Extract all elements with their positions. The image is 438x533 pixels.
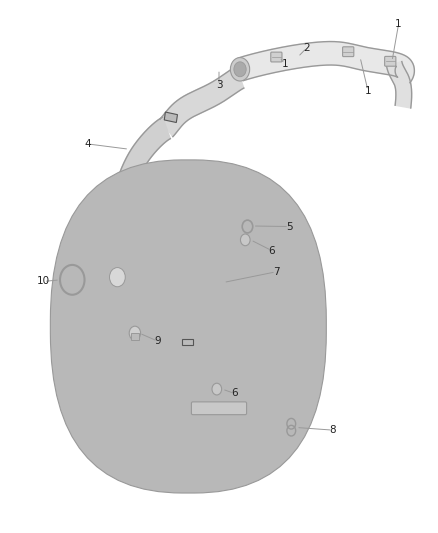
Polygon shape (155, 184, 221, 322)
Text: 10: 10 (37, 277, 50, 286)
Circle shape (212, 383, 222, 395)
Text: 1: 1 (281, 59, 288, 69)
FancyBboxPatch shape (343, 47, 354, 56)
Circle shape (234, 62, 246, 77)
FancyBboxPatch shape (165, 281, 201, 305)
Circle shape (103, 260, 131, 294)
Text: 9: 9 (154, 336, 161, 346)
Polygon shape (184, 409, 210, 480)
Text: 3: 3 (215, 80, 223, 90)
Text: 8: 8 (329, 425, 336, 435)
Polygon shape (117, 117, 170, 231)
FancyBboxPatch shape (191, 402, 247, 415)
FancyBboxPatch shape (271, 52, 282, 62)
Polygon shape (160, 67, 244, 136)
FancyBboxPatch shape (160, 224, 203, 255)
Text: 1: 1 (395, 19, 402, 29)
Polygon shape (155, 181, 221, 200)
Circle shape (129, 326, 141, 340)
FancyBboxPatch shape (385, 56, 396, 66)
Polygon shape (103, 212, 138, 282)
Text: 5: 5 (286, 222, 293, 231)
Circle shape (240, 234, 250, 246)
Polygon shape (387, 62, 412, 108)
Text: 2: 2 (303, 43, 310, 53)
FancyBboxPatch shape (50, 160, 326, 493)
Polygon shape (205, 366, 233, 420)
Bar (164, 112, 177, 123)
Text: 4: 4 (84, 139, 91, 149)
Polygon shape (238, 42, 414, 83)
Polygon shape (180, 332, 227, 382)
Text: 7: 7 (272, 267, 279, 277)
Bar (131, 333, 139, 340)
Text: 1: 1 (364, 86, 371, 95)
Bar (182, 339, 193, 345)
Polygon shape (185, 401, 207, 421)
Circle shape (110, 268, 125, 287)
Text: 6: 6 (268, 246, 275, 255)
FancyBboxPatch shape (180, 167, 198, 185)
Circle shape (230, 58, 250, 81)
Text: 6: 6 (231, 389, 238, 398)
